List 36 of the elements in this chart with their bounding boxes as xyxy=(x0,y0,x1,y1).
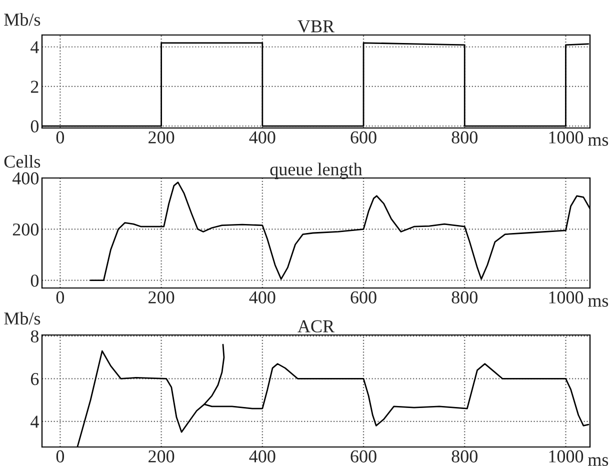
x-tick-label: 600 xyxy=(350,450,376,462)
x-tick-label: 400 xyxy=(249,291,276,304)
x-tick-label: 400 xyxy=(249,131,276,144)
x-tick-label: 0 xyxy=(56,450,64,462)
x-tick-label: 1000 xyxy=(549,450,584,462)
y-axis-title: Mb/s xyxy=(4,13,40,26)
y-tick-label: 400 xyxy=(12,172,39,184)
x-tick-label: 600 xyxy=(350,291,376,304)
y-tick-label: 0 xyxy=(30,120,39,132)
chart-title: queue length xyxy=(270,162,362,180)
x-axis-title: ms xyxy=(588,298,608,307)
x-tick-label: 800 xyxy=(452,131,478,144)
x-tick-label: 800 xyxy=(452,450,478,462)
y-tick-label: 2 xyxy=(30,80,38,93)
x-axis-title: ms xyxy=(588,457,608,466)
y-tick-label: 4 xyxy=(30,41,39,54)
x-tick-label: 1000 xyxy=(549,131,584,144)
y-tick-label: 6 xyxy=(30,373,39,386)
x-tick-label: 200 xyxy=(148,291,174,304)
x-tick-label: 600 xyxy=(350,131,376,144)
y-axis-title: Cells xyxy=(4,155,40,168)
y-tick-label: 8 xyxy=(30,330,39,343)
x-tick-label: 200 xyxy=(148,131,174,144)
x-tick-label: 200 xyxy=(148,450,174,462)
x-tick-label: 0 xyxy=(56,291,64,304)
chart-title: VBR xyxy=(298,20,335,32)
x-tick-label: 800 xyxy=(452,291,478,304)
y-tick-label: 4 xyxy=(30,416,39,428)
y-tick-label: 200 xyxy=(12,223,39,236)
y-axis-title: Mb/s xyxy=(4,312,40,325)
y-tick-label: 0 xyxy=(30,274,39,287)
x-tick-label: 1000 xyxy=(549,291,584,304)
x-tick-label: 0 xyxy=(56,131,64,144)
chart-title: ACR xyxy=(298,320,335,332)
x-axis-title: ms xyxy=(588,137,608,146)
x-tick-label: 400 xyxy=(249,450,276,462)
